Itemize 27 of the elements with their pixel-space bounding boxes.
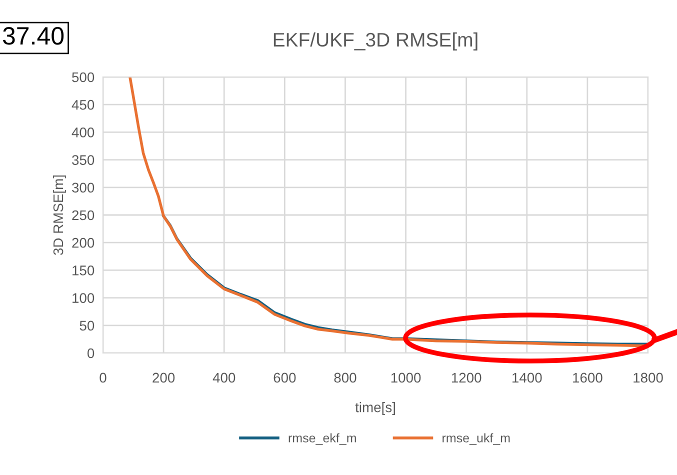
x-tick-label: 800 xyxy=(334,372,356,383)
x-tick-label: 400 xyxy=(212,372,236,383)
chart-title: EKF/UKF_3D RMSE[m] xyxy=(274,32,478,50)
y-tick-label: 100 xyxy=(72,293,94,303)
x-tick-label: 600 xyxy=(274,372,296,383)
y-tick-label: 200 xyxy=(72,238,94,248)
y-tick-label: 50 xyxy=(80,320,94,331)
text: 37.40 xyxy=(2,27,64,45)
x-tick-label: 1400 xyxy=(512,372,542,383)
y-tick-label: 250 xyxy=(72,210,94,220)
x-tick-label: 1600 xyxy=(573,372,602,383)
y-tick-label: 500 xyxy=(72,72,94,82)
legend-label: rmse_ekf_m xyxy=(288,433,356,445)
x-tick-label: 1800 xyxy=(634,372,663,383)
x-axis-title: time[s] xyxy=(355,402,395,416)
x-tick-label: 200 xyxy=(152,372,175,383)
y-tick-label: 400 xyxy=(72,128,94,138)
legend-label: rmse_ukf_m xyxy=(442,433,510,445)
x-tick-label: 1000 xyxy=(391,372,421,383)
y-tick-label: 0 xyxy=(87,348,94,358)
y-axis-title: 3D RMSE[m] xyxy=(52,175,66,255)
y-tick-label: 350 xyxy=(72,155,94,165)
x-tick-label: 1200 xyxy=(452,372,482,383)
x-tick-label: 0 xyxy=(100,372,106,383)
y-tick-label: 150 xyxy=(72,266,94,276)
y-tick-label: 450 xyxy=(72,100,94,110)
y-tick-label: 300 xyxy=(72,182,94,193)
